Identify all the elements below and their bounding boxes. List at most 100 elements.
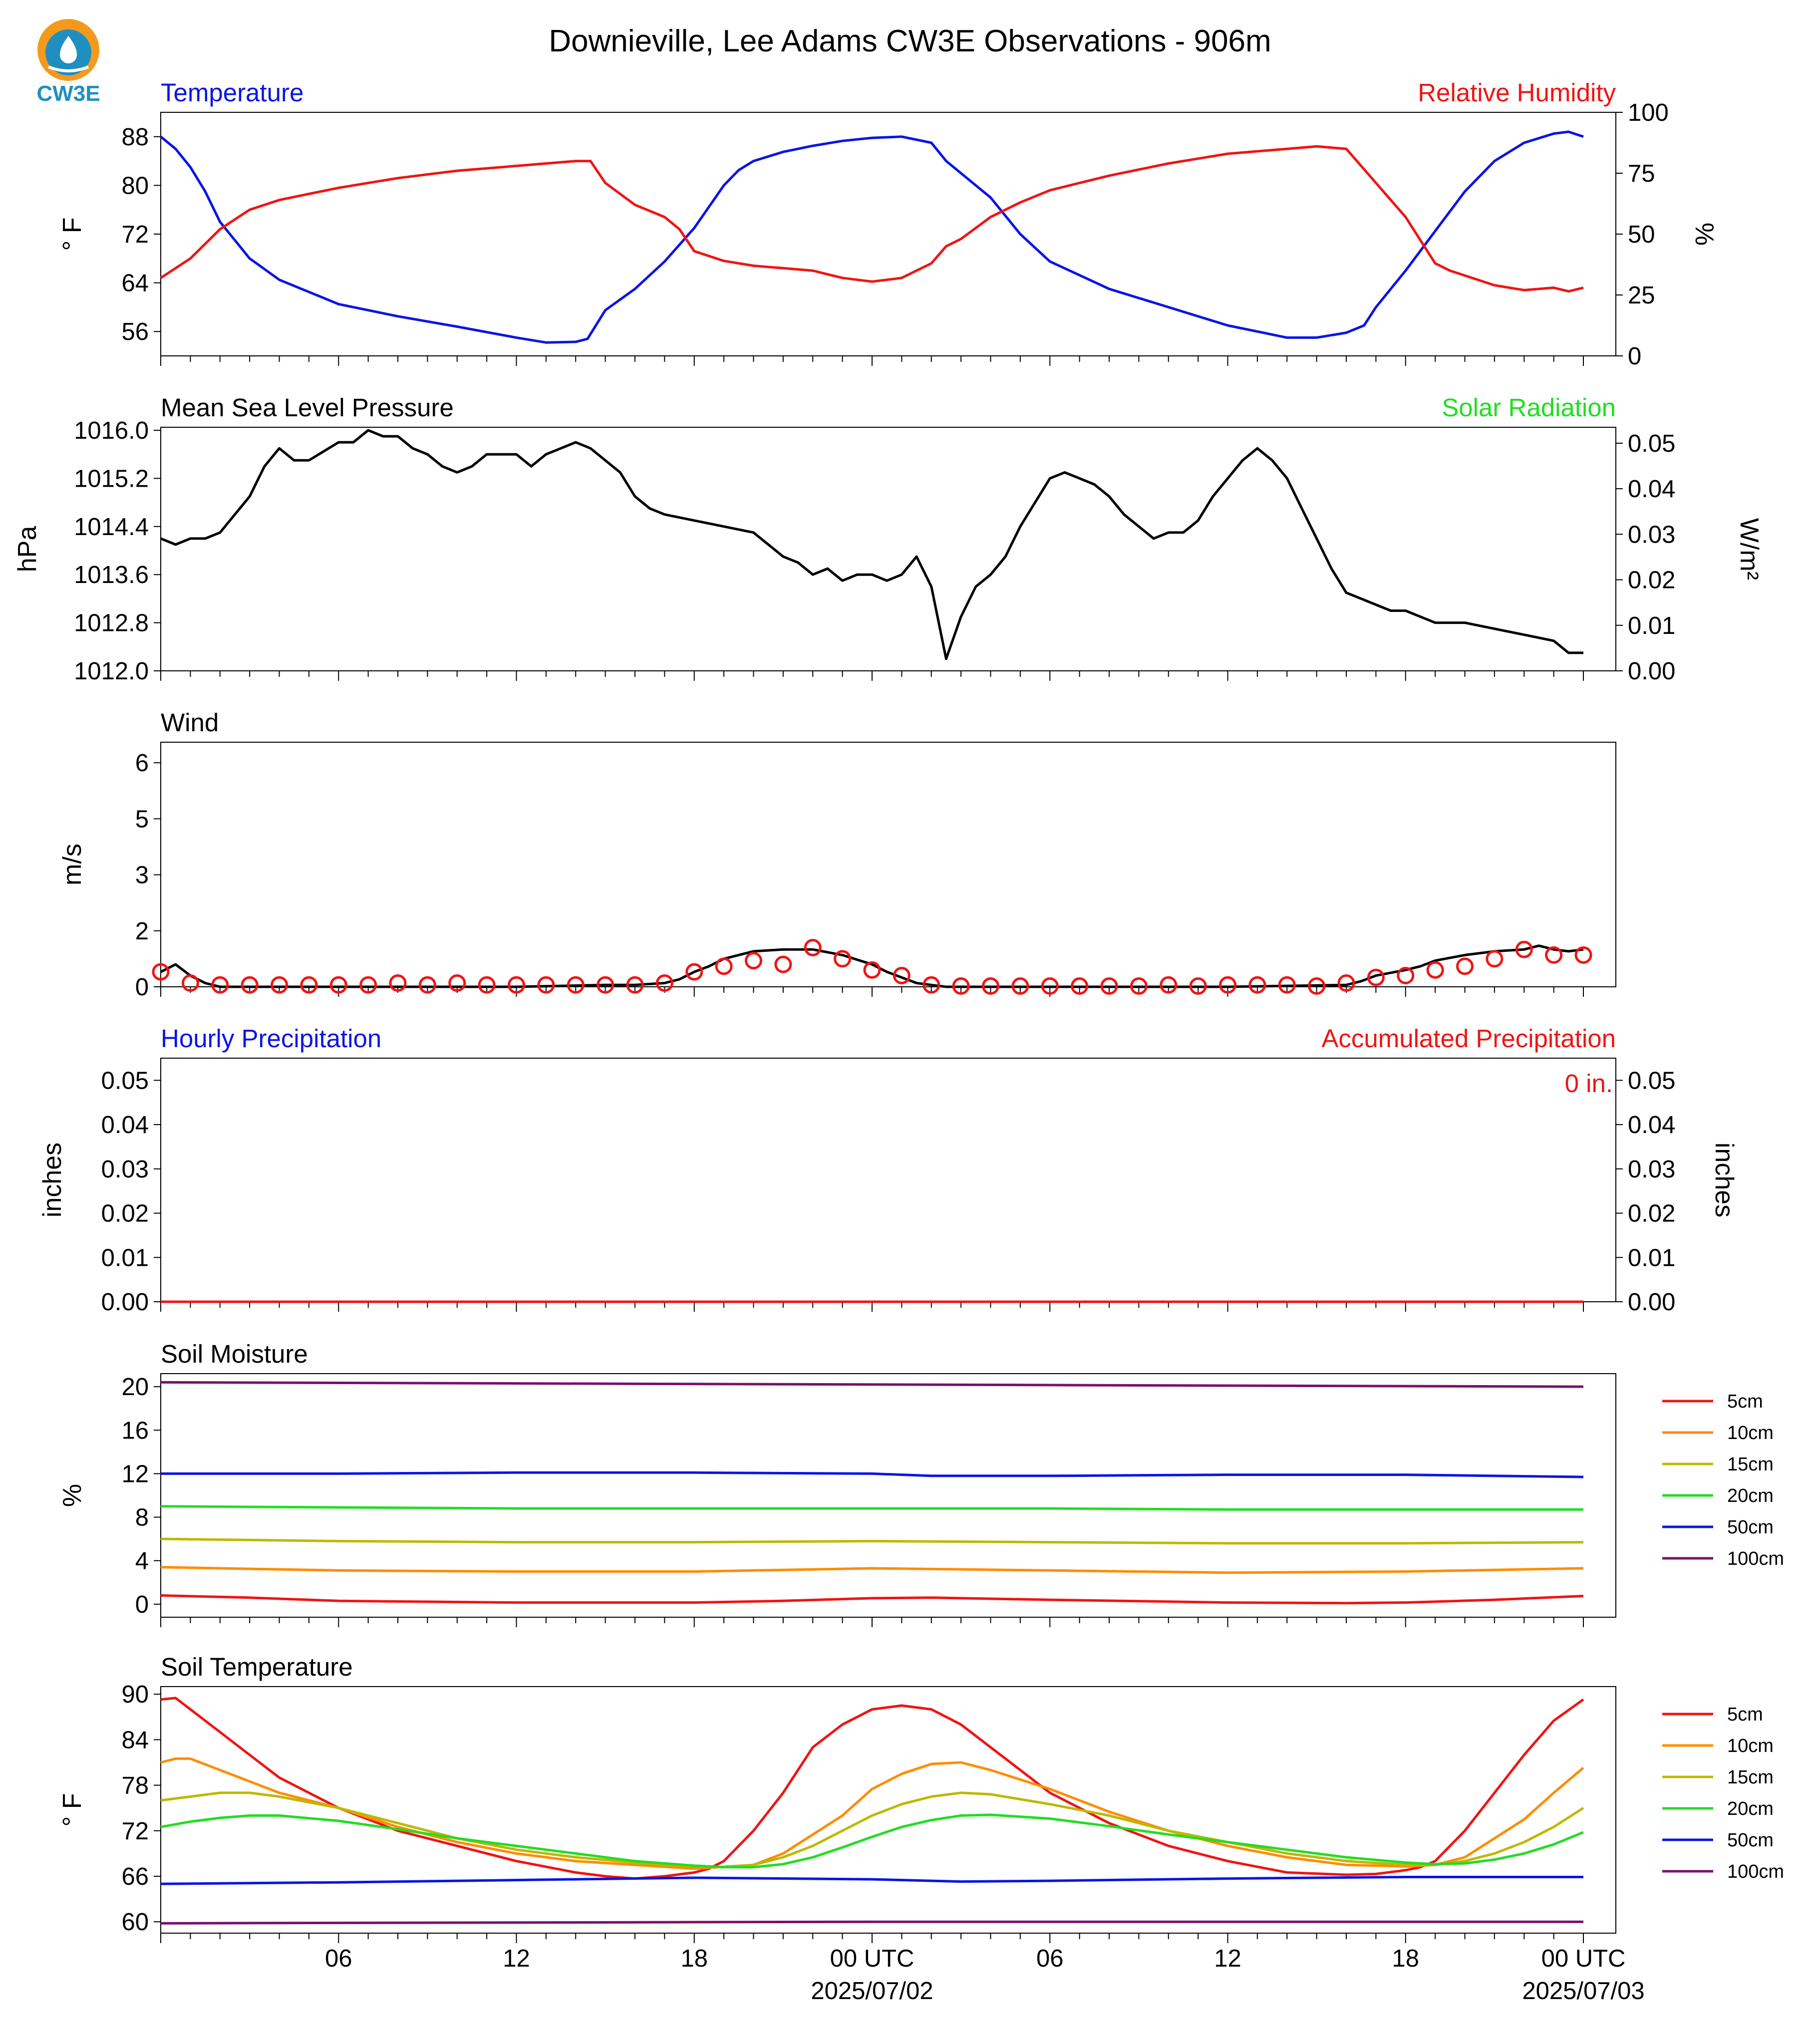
panel-pressure: Mean Sea Level Pressure Solar Radiation 10… bbox=[13, 393, 1764, 685]
wind-hourly-point bbox=[567, 976, 585, 994]
panel-title-right: Solar Radiation bbox=[1442, 393, 1616, 422]
series-line-soil_temperature-0 bbox=[160, 1697, 1584, 1880]
y-tick-label: 8 bbox=[135, 1504, 149, 1531]
wind-hourly-point bbox=[1041, 977, 1059, 995]
series-line-soil_moisture-5 bbox=[160, 1381, 1584, 1388]
y-tick-label: 1014.4 bbox=[74, 514, 149, 541]
wind-hourly-point bbox=[804, 938, 822, 956]
y-right-tick-label: 0.05 bbox=[1628, 1067, 1675, 1094]
y-right-tick-label: 0.00 bbox=[1628, 658, 1675, 685]
wind-hourly-point bbox=[597, 976, 614, 994]
series-line-soil_moisture-4 bbox=[161, 1471, 1584, 1478]
wind-hourly-point bbox=[774, 955, 792, 973]
y-right-tick-label: 0.04 bbox=[1628, 476, 1675, 503]
series-line-soil_temperature-1 bbox=[160, 1757, 1584, 1870]
y-right-axis-label: inches bbox=[1710, 1143, 1739, 1217]
y-tick-label: 5 bbox=[135, 806, 149, 833]
plot-frame bbox=[160, 1058, 1616, 1302]
panel-temperature: Temperature Relative Humidity 56 64 72 80 88 0 2… bbox=[58, 78, 1719, 370]
wind-hourly-point bbox=[418, 976, 436, 994]
y-right-tick-label: 0.00 bbox=[1628, 1289, 1675, 1316]
panel-precip: Hourly Precipitation Accumulated Precipit… bbox=[38, 1024, 1739, 1316]
y-axis-label: inches bbox=[38, 1143, 67, 1217]
panel-soil_temperature: Soil Temperature 60 66 72 78 84 90 ° F 5cm 10cm 15… bbox=[58, 1653, 1784, 1943]
panel-title-left: Soil Temperature bbox=[161, 1653, 353, 1681]
y-tick-label: 3 bbox=[135, 862, 149, 889]
precip-total-annotation: 0 in. bbox=[1565, 1069, 1613, 1098]
y-tick-label: 20 bbox=[121, 1374, 149, 1401]
y-tick-label: 0.04 bbox=[101, 1112, 149, 1139]
plot-frame bbox=[160, 112, 1616, 356]
y-right-tick-label: 25 bbox=[1628, 282, 1655, 309]
series-line-temperature-0 bbox=[160, 130, 1584, 344]
series-line-soil_temperature-3 bbox=[160, 1813, 1584, 1869]
y-axis-label: m/s bbox=[58, 844, 87, 885]
wind-hourly-point bbox=[1515, 940, 1533, 958]
x-tick-label: 00 UTC bbox=[830, 1945, 914, 1972]
wind-hourly-point bbox=[1278, 976, 1296, 994]
legend-label: 100cm bbox=[1727, 1861, 1784, 1882]
wind-hourly-point bbox=[1219, 976, 1236, 994]
y-right-tick-label: 100 bbox=[1628, 99, 1669, 126]
series-line-soil_moisture-3 bbox=[160, 1505, 1583, 1511]
y-right-axis-label: % bbox=[1690, 223, 1719, 246]
y-axis-label: % bbox=[58, 1484, 87, 1507]
wind-hourly-point bbox=[715, 957, 733, 975]
wind-hourly-point bbox=[1160, 976, 1178, 994]
legend-label: 10cm bbox=[1727, 1423, 1774, 1444]
y-tick-label: 6 bbox=[135, 750, 149, 777]
wind-hourly-point bbox=[834, 950, 852, 968]
wind-hourly-point bbox=[1337, 974, 1355, 992]
logo-text: CW3E bbox=[36, 81, 100, 105]
y-tick-label: 1016.0 bbox=[74, 417, 149, 444]
legend-label: 15cm bbox=[1727, 1454, 1774, 1475]
y-right-axis-label: W/m² bbox=[1735, 518, 1764, 580]
x-tick-label: 18 bbox=[680, 1945, 708, 1972]
wind-hourly-point bbox=[1071, 977, 1089, 995]
series-line-soil_temperature-2 bbox=[160, 1791, 1584, 1869]
wind-hourly-point bbox=[1100, 977, 1118, 995]
y-tick-label: 16 bbox=[121, 1417, 149, 1444]
panel-title-right: Relative Humidity bbox=[1418, 78, 1616, 107]
wind-hourly-point bbox=[537, 976, 555, 994]
y-tick-label: 66 bbox=[121, 1863, 149, 1890]
y-right-tick-label: 0.01 bbox=[1628, 612, 1675, 639]
panel-title-left: Wind bbox=[161, 708, 219, 737]
panel-wind: Wind 0 2 3 5 6 m/s bbox=[58, 708, 1616, 1001]
legend-label: 20cm bbox=[1727, 1485, 1774, 1506]
wind-hourly-point bbox=[685, 963, 703, 981]
wind-hourly-point bbox=[389, 974, 407, 992]
wind-hourly-point bbox=[1130, 977, 1148, 995]
wind-hourly-point bbox=[893, 967, 910, 985]
wind-hourly-point bbox=[152, 963, 170, 981]
x-tick-label: 12 bbox=[1214, 1945, 1241, 1972]
y-tick-label: 0.01 bbox=[101, 1244, 149, 1271]
y-right-tick-label: 0.02 bbox=[1628, 567, 1675, 594]
series-line-soil_temperature-5 bbox=[160, 1920, 1583, 1925]
y-right-tick-label: 50 bbox=[1628, 221, 1655, 248]
y-right-tick-label: 0 bbox=[1628, 343, 1641, 370]
wind-hourly-point bbox=[922, 976, 940, 994]
y-tick-label: 4 bbox=[135, 1548, 149, 1575]
y-tick-label: 0.05 bbox=[101, 1067, 149, 1094]
wind-hourly-point bbox=[863, 961, 881, 979]
y-tick-label: 0.03 bbox=[101, 1156, 149, 1183]
x-date-label: 2025/07/03 bbox=[1522, 1978, 1644, 2005]
wind-hourly-point bbox=[1486, 950, 1504, 968]
logo-wave-icon bbox=[47, 65, 89, 72]
plot-frame bbox=[160, 1373, 1616, 1618]
wind-hourly-point bbox=[745, 952, 762, 970]
y-right-tick-label: 0.01 bbox=[1628, 1244, 1675, 1271]
y-tick-label: 72 bbox=[121, 221, 149, 248]
series-line-pressure-0 bbox=[160, 429, 1583, 660]
x-tick-label: 06 bbox=[325, 1945, 352, 1972]
wind-hourly-point bbox=[271, 976, 288, 994]
y-tick-label: 0 bbox=[135, 1591, 149, 1618]
legend-label: 15cm bbox=[1727, 1767, 1774, 1788]
logo-drop-icon bbox=[60, 36, 77, 63]
wind-hourly-point bbox=[359, 976, 377, 994]
panel-title-left: Soil Moisture bbox=[161, 1340, 308, 1368]
cw3e-logo: CW3E bbox=[36, 19, 100, 105]
x-tick-label: 06 bbox=[1036, 1945, 1064, 1972]
x-axis-labels: 06 12 18 00 UTC 2025/07/02 06 12 18 00 UTC 2025/0… bbox=[325, 1945, 1645, 2005]
